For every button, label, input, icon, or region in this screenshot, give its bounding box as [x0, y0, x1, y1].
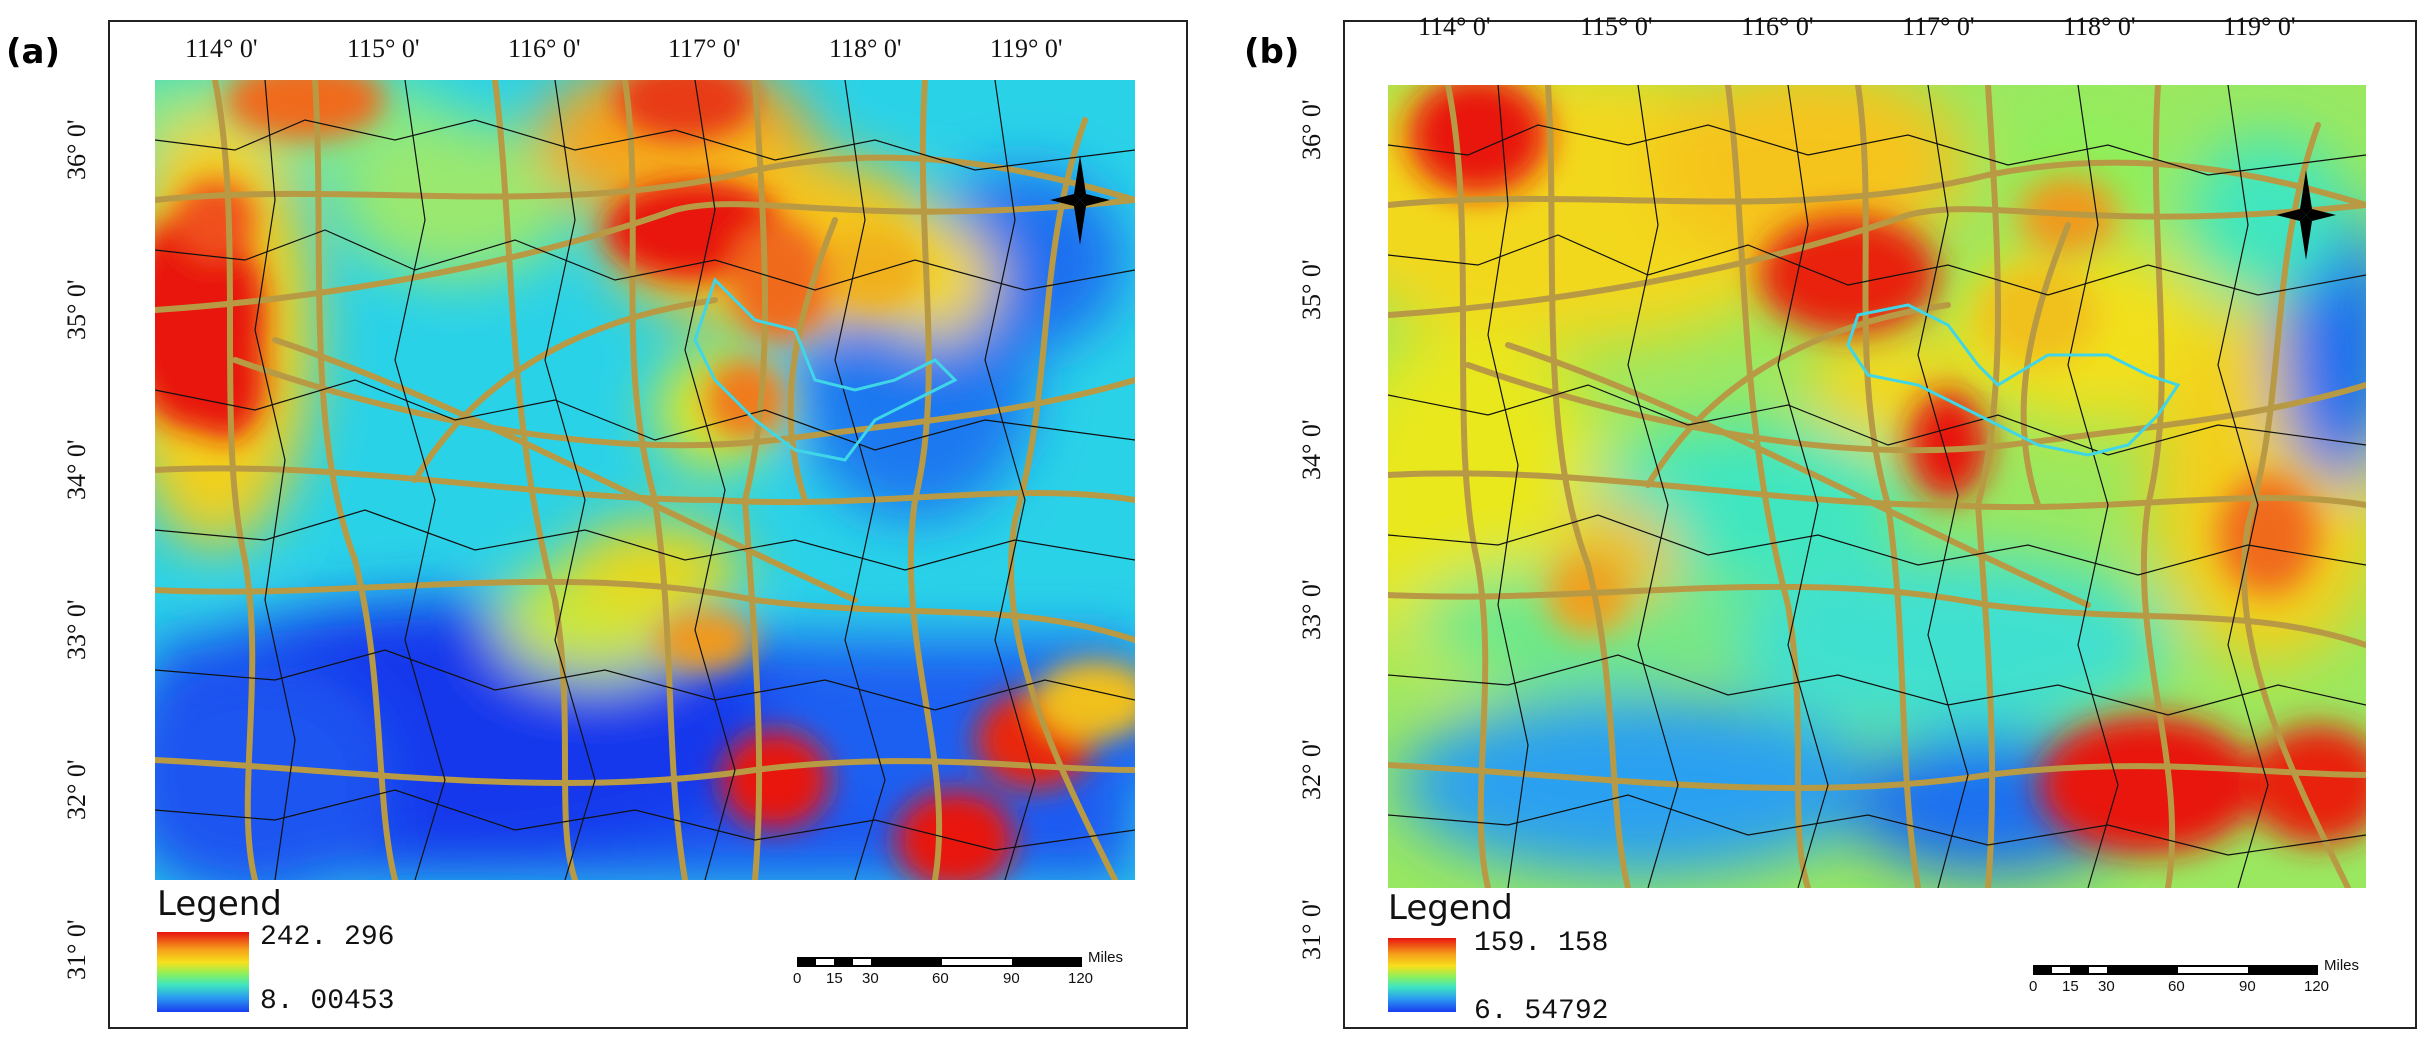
legend-title-b: Legend	[1388, 888, 1513, 928]
panel-label-b: (b)	[1244, 32, 1300, 72]
lon-tick-b-114: 114° 0'	[1418, 12, 1491, 41]
scale-bar-a	[797, 954, 1082, 972]
lon-tick-b-117: 117° 0'	[1902, 12, 1975, 41]
heatmap-raster-a	[155, 80, 1135, 880]
north-arrow-icon	[2276, 170, 2336, 260]
legend-min-b: 6. 54792	[1474, 996, 1609, 1027]
lat-tick-a-32: 32° 0'	[62, 759, 91, 820]
scale-label-a-120: 120	[1068, 970, 1094, 987]
scale-label-a-60: 60	[932, 970, 949, 987]
lon-tick-a-116: 116° 0'	[508, 34, 581, 63]
lat-tick-b-36: 36° 0'	[1297, 99, 1326, 160]
legend-max-a: 242. 296	[260, 922, 395, 953]
scale-bar-b	[2033, 962, 2318, 980]
lat-tick-a-33: 33° 0'	[62, 599, 91, 660]
lat-tick-b-35: 35° 0'	[1297, 259, 1326, 320]
lon-tick-a-114: 114° 0'	[185, 34, 258, 63]
scale-label-b-60: 60	[2168, 978, 2185, 995]
north-arrow-icon	[1050, 155, 1110, 245]
lat-tick-a-36: 36° 0'	[62, 119, 91, 180]
scale-label-b-120: 120	[2304, 978, 2330, 995]
lat-tick-a-35: 35° 0'	[62, 279, 91, 340]
scale-label-b-15: 15	[2062, 978, 2079, 995]
legend-title-a: Legend	[157, 884, 282, 924]
scale-label-a-90: 90	[1003, 970, 1020, 987]
scale-label-b-0: 0	[2029, 978, 2038, 995]
scale-label-b-30: 30	[2098, 978, 2115, 995]
legend-color-ramp-b	[1388, 938, 1456, 1012]
lat-tick-b-33: 33° 0'	[1297, 579, 1326, 640]
lon-tick-b-116: 116° 0'	[1741, 12, 1814, 41]
panel-label-a: (a)	[6, 32, 61, 72]
scale-unit-a: Miles	[1088, 949, 1124, 966]
lon-tick-a-119: 119° 0'	[990, 34, 1063, 63]
legend-max-b: 159. 158	[1474, 928, 1609, 959]
lat-tick-b-32: 32° 0'	[1297, 739, 1326, 800]
legend-min-a: 8. 00453	[260, 986, 395, 1017]
scale-unit-b: Miles	[2324, 957, 2360, 974]
lon-tick-b-118: 118° 0'	[2063, 12, 2136, 41]
lon-tick-a-117: 117° 0'	[668, 34, 741, 63]
heatmap-raster-b	[1388, 85, 2366, 888]
lat-tick-a-31: 31° 0'	[62, 919, 91, 980]
scale-label-b-90: 90	[2239, 978, 2256, 995]
lat-tick-a-34: 34° 0'	[62, 439, 91, 500]
lon-tick-b-119: 119° 0'	[2223, 12, 2296, 41]
scale-label-a-30: 30	[862, 970, 879, 987]
lat-tick-b-34: 34° 0'	[1297, 419, 1326, 480]
lon-tick-a-115: 115° 0'	[347, 34, 420, 63]
lon-tick-b-115: 115° 0'	[1580, 12, 1653, 41]
lon-tick-a-118: 118° 0'	[829, 34, 902, 63]
lat-tick-b-31: 31° 0'	[1297, 899, 1326, 960]
scale-label-a-15: 15	[826, 970, 843, 987]
legend-color-ramp-a	[157, 932, 249, 1012]
scale-label-a-0: 0	[793, 970, 802, 987]
